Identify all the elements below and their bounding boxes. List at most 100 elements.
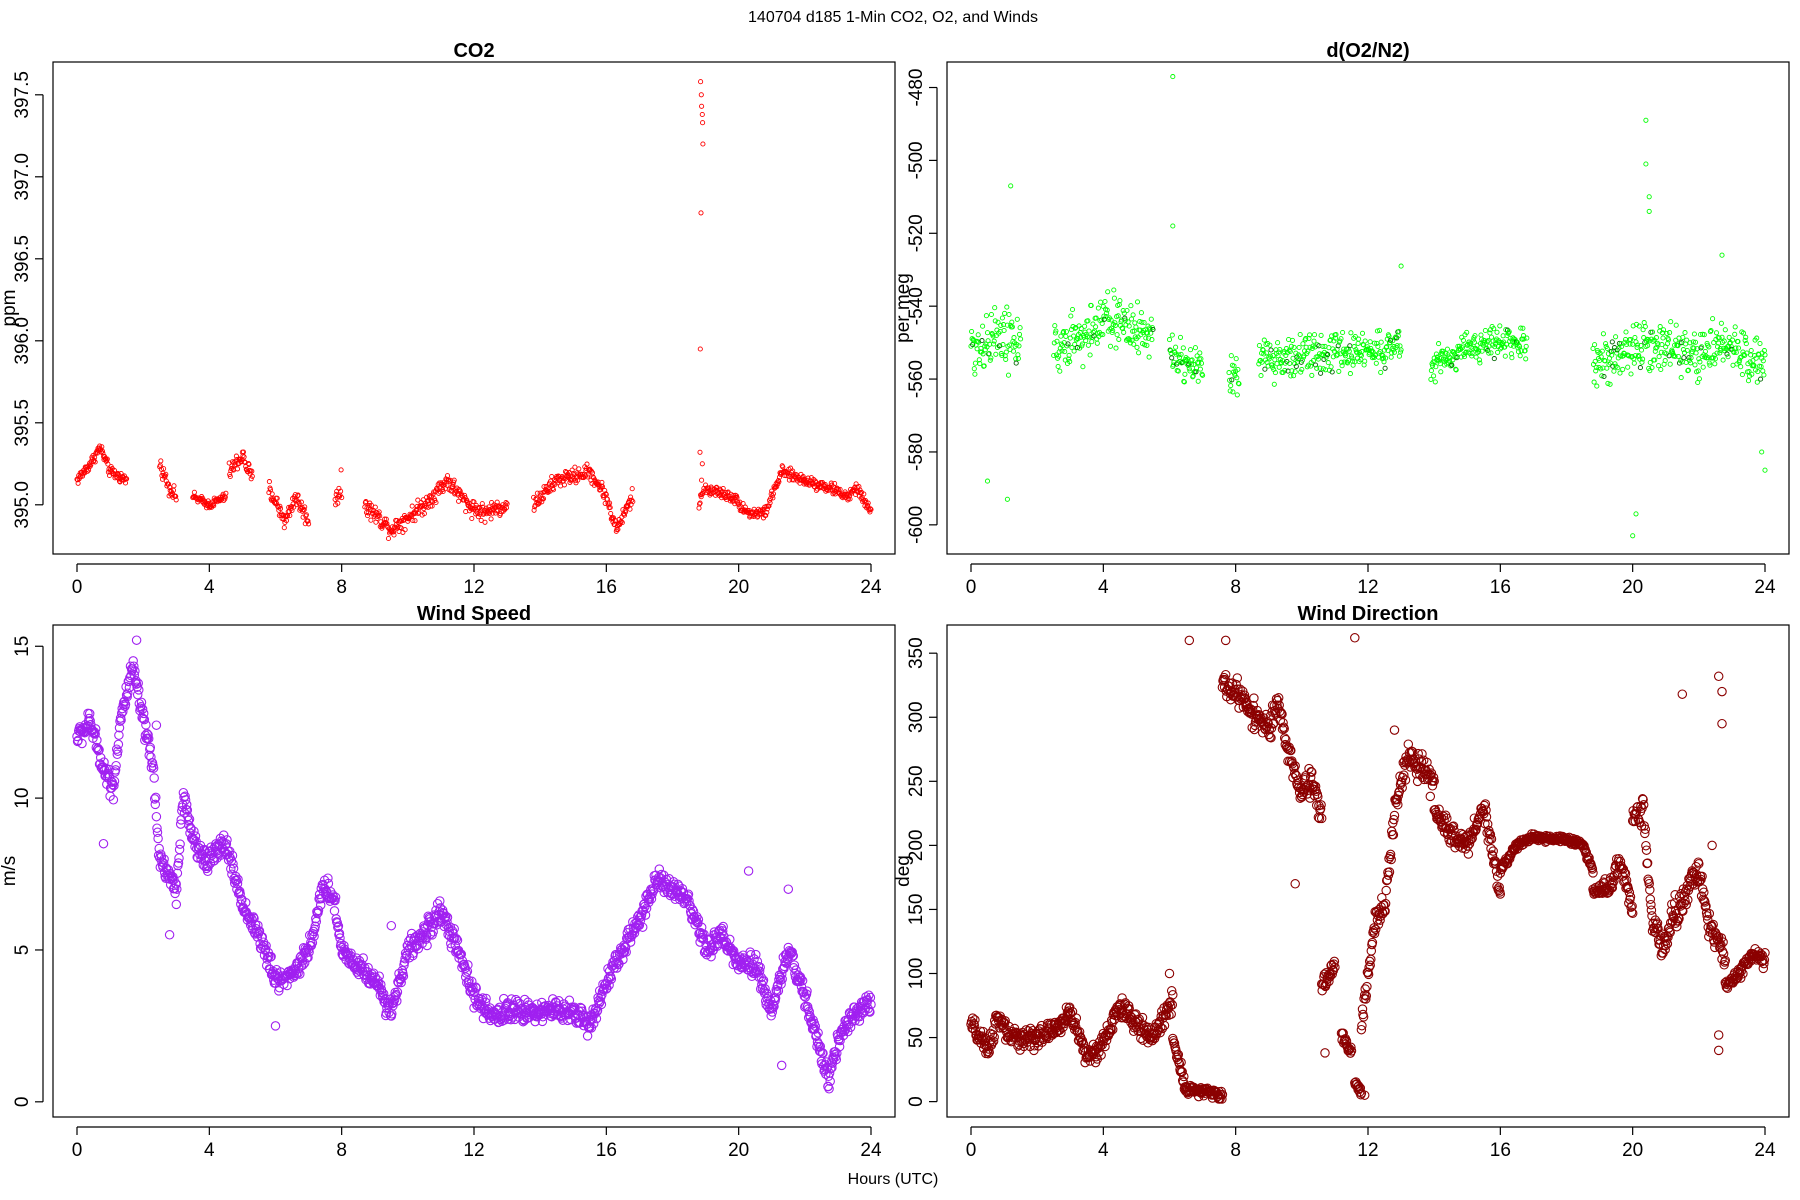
wind-speed-point [233, 874, 243, 885]
wind-speed-point [463, 960, 473, 970]
o2n2-point [1339, 363, 1345, 369]
wind-speed-point [112, 749, 123, 760]
wind-direction-point [1025, 1023, 1036, 1034]
o2n2-point [1146, 354, 1152, 360]
wind-speed-point [330, 895, 340, 906]
co2-point [291, 504, 297, 510]
wind-speed-plot-frame [52, 624, 896, 1118]
wind-speed-point [315, 900, 326, 910]
o2n2-point [1742, 337, 1748, 343]
wind-speed-point [810, 1021, 821, 1031]
o2n2-point [981, 363, 987, 369]
wind-direction-point [1638, 794, 1648, 805]
wind-speed-point [122, 688, 133, 698]
o2n2-point [1258, 373, 1264, 379]
o2n2-point [1309, 345, 1315, 351]
wind-speed-point [825, 1076, 835, 1087]
wind-speed-point [499, 1015, 510, 1025]
o2n2-point [1005, 372, 1012, 378]
o2n2-point [1398, 347, 1404, 353]
wind-speed-point [773, 986, 784, 996]
o2n2-point [1090, 321, 1096, 327]
co2-point [776, 479, 782, 485]
co2-point [233, 461, 239, 467]
o2n2-point [1065, 341, 1071, 347]
o2n2-point [1236, 381, 1242, 387]
o2n2-point [1488, 350, 1494, 356]
o2n2-point [1739, 372, 1745, 378]
o2n2-point [1063, 329, 1069, 335]
co2-point [457, 488, 463, 494]
wind-speed-point [181, 799, 192, 810]
o2n2-point [997, 343, 1003, 349]
o2n2-point [1657, 324, 1663, 330]
wind-speed-point [442, 916, 452, 927]
wind-direction-point [1627, 901, 1637, 911]
o2n2-point [1227, 377, 1233, 383]
o2n2-point [1631, 360, 1637, 366]
wind-direction-point [1367, 937, 1378, 948]
wind-direction-point [1416, 756, 1427, 767]
wind-speed-point [854, 1016, 865, 1026]
wind-speed-point [109, 776, 120, 786]
wind-direction-point [1365, 960, 1375, 971]
co2-y-tick-label: 395.0 [12, 481, 33, 529]
o2n2-point [1335, 351, 1341, 357]
o2n2-point [1433, 351, 1439, 357]
o2n2-point [1332, 335, 1339, 341]
o2n2-y-tick-label: -500 [906, 141, 927, 179]
co2-point [764, 509, 770, 516]
o2n2-point [988, 355, 994, 361]
o2n2-point [1635, 342, 1641, 348]
wind-direction-point [1626, 902, 1636, 912]
wind-direction-point [983, 1048, 993, 1059]
o2n2-point [992, 305, 998, 311]
o2n2-point [1760, 358, 1766, 364]
o2n2-point [1143, 335, 1149, 341]
figure-xlabel: Hours (UTC) [848, 1171, 939, 1188]
co2-point [305, 518, 311, 524]
wind-speed-point [861, 992, 871, 1002]
o2n2-point [1755, 369, 1761, 375]
co2-point [372, 504, 378, 510]
wind-direction-point [1361, 994, 1371, 1004]
wind-direction-point [1125, 1011, 1136, 1021]
o2n2-point [1662, 358, 1668, 364]
co2-point [584, 461, 590, 467]
wind-speed-point [189, 826, 199, 836]
o2n2-point [1287, 348, 1293, 355]
wind-speed-point [132, 682, 142, 692]
o2n2-point [1303, 336, 1309, 342]
wind-speed-point [113, 746, 123, 756]
co2-point [629, 497, 635, 503]
wind-speed-point [590, 1009, 600, 1019]
o2n2-point [1053, 328, 1059, 334]
co2-point [734, 495, 740, 501]
o2n2-plot-frame [946, 61, 1790, 555]
wind-speed-point [691, 916, 701, 927]
o2n2-point [1439, 351, 1445, 357]
o2n2-point [1712, 361, 1718, 367]
wind-speed-point [172, 868, 183, 878]
wind-speed-point [422, 940, 432, 951]
co2-point [292, 497, 298, 503]
wind-speed-point [266, 951, 276, 962]
o2n2-point [1355, 340, 1361, 346]
o2n2-y-axis-label: per meg [893, 273, 914, 343]
co2-point [444, 482, 450, 488]
o2n2-point [1617, 370, 1623, 376]
wind-direction-point [1448, 821, 1459, 831]
o2n2-point [1624, 341, 1630, 348]
wind-speed-point [153, 833, 163, 844]
wind-speed-point [189, 835, 200, 845]
wind-speed-point [310, 921, 320, 932]
o2n2-point [1008, 183, 1014, 189]
co2-point [410, 517, 416, 524]
wind-direction-point [1168, 990, 1178, 1000]
co2-point [448, 488, 454, 494]
co2-point [269, 491, 275, 497]
wind-speed-point [392, 996, 402, 1006]
co2-point [491, 502, 497, 508]
wind-speed-point [254, 926, 265, 936]
o2n2-point [1692, 339, 1699, 345]
